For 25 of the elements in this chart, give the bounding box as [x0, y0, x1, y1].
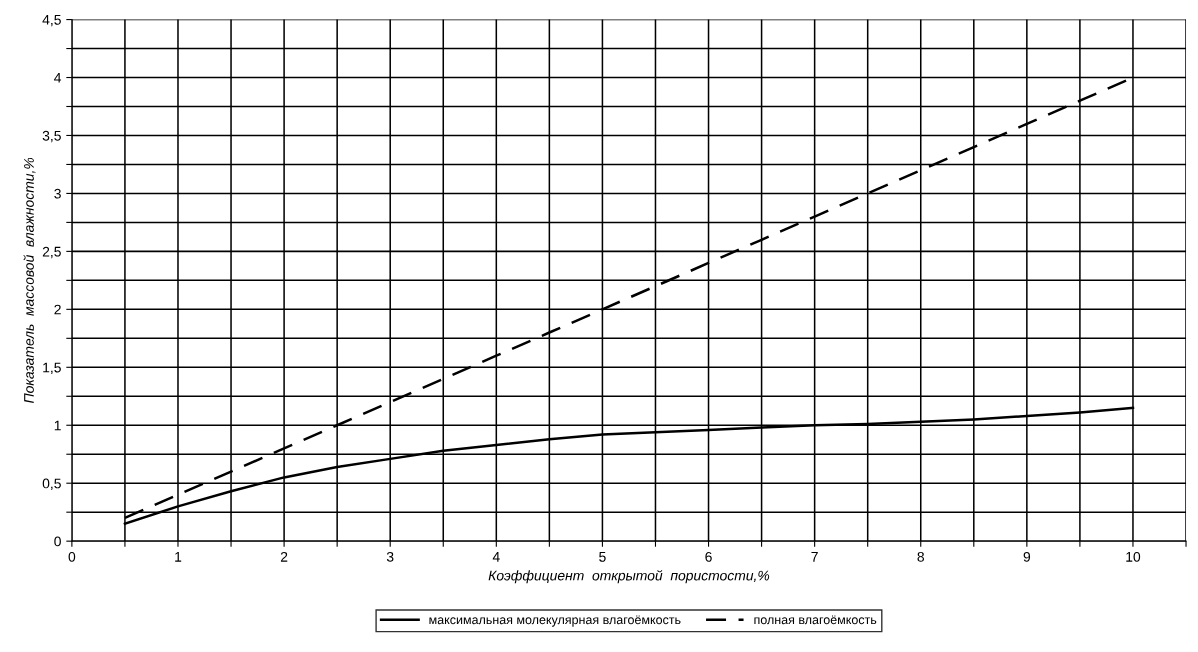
y-tick-label: 4	[54, 72, 62, 83]
x-tick-label: 1	[175, 552, 182, 562]
y-tick-label: 1,5	[43, 362, 61, 375]
y-tick-label: 3,5	[42, 130, 61, 143]
y-tick-label: 1	[54, 420, 61, 431]
x-tick-label: 10	[1126, 551, 1141, 562]
x-tick-label: 4	[492, 552, 500, 562]
x-tick-label: 8	[917, 551, 925, 562]
y-axis-title: Показатель массовой влажности,%	[23, 157, 36, 403]
x-tick-label: 9	[1023, 551, 1031, 562]
y-tick-label: 2	[54, 304, 61, 315]
y-tick-label: 0	[54, 536, 61, 547]
x-tick-label: 0	[68, 551, 76, 562]
y-tick-label: 2,5	[42, 246, 61, 259]
legend-label: полная влагоёмкость	[754, 615, 877, 625]
x-axis-title: Коэффициент открытой пористости,%	[488, 570, 770, 584]
x-tick-label: 6	[705, 551, 712, 562]
x-tick-label: 2	[280, 551, 288, 562]
y-tick-label: 3	[54, 188, 61, 199]
legend-label: максимальная молекулярная влагоёмкость	[429, 615, 681, 627]
x-tick-label: 5	[599, 552, 606, 562]
y-tick-label: 4,5	[42, 15, 61, 27]
x-tick-label: 3	[386, 551, 394, 562]
x-tick-label: 7	[811, 552, 818, 562]
y-tick-label: 0,5	[42, 478, 61, 491]
